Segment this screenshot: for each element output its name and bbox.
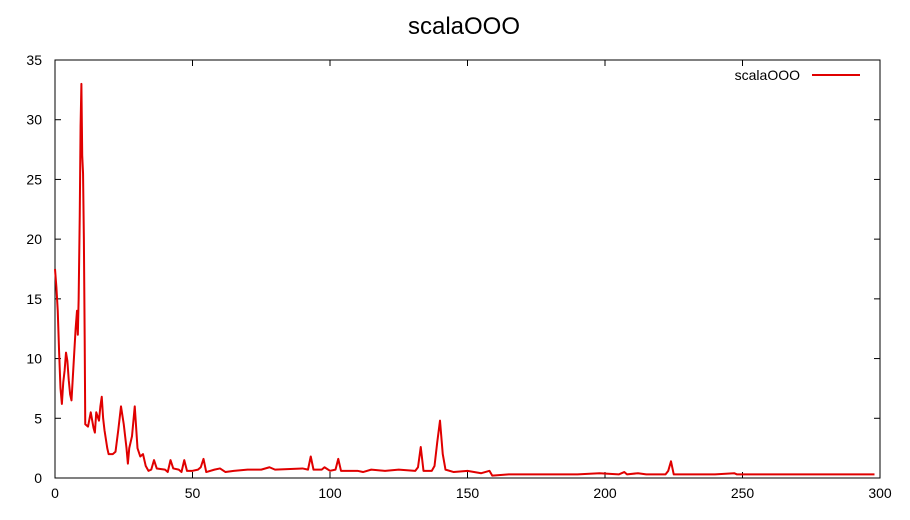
x-axis: 0 50 100 150 200 250 300 (51, 60, 892, 501)
x-tick-label: 50 (185, 485, 201, 501)
series-line (54, 82, 875, 477)
y-tick-label: 5 (34, 410, 42, 426)
chart-title: scalaOOO (408, 13, 520, 40)
x-tick-label: 250 (731, 485, 755, 501)
plot-frame (54, 59, 881, 479)
y-tick-label: 20 (26, 231, 42, 247)
y-tick-label: 25 (26, 171, 42, 187)
y-tick-label: 35 (26, 52, 42, 68)
y-tick-label: 30 (26, 112, 42, 128)
x-tick-label: 0 (51, 485, 59, 501)
x-tick-label: 100 (318, 485, 342, 501)
y-tick-label: 10 (26, 351, 42, 367)
series-layer (54, 82, 875, 477)
x-tick-label: 200 (593, 485, 617, 501)
x-tick-label: 300 (868, 485, 892, 501)
x-tick-label: 150 (456, 485, 480, 501)
legend: scalaOOO (735, 67, 860, 83)
y-axis: 0 5 10 15 20 25 30 35 (26, 52, 880, 486)
legend-label: scalaOOO (735, 67, 800, 83)
y-tick-label: 0 (34, 470, 42, 486)
y-tick-label: 15 (26, 291, 42, 307)
